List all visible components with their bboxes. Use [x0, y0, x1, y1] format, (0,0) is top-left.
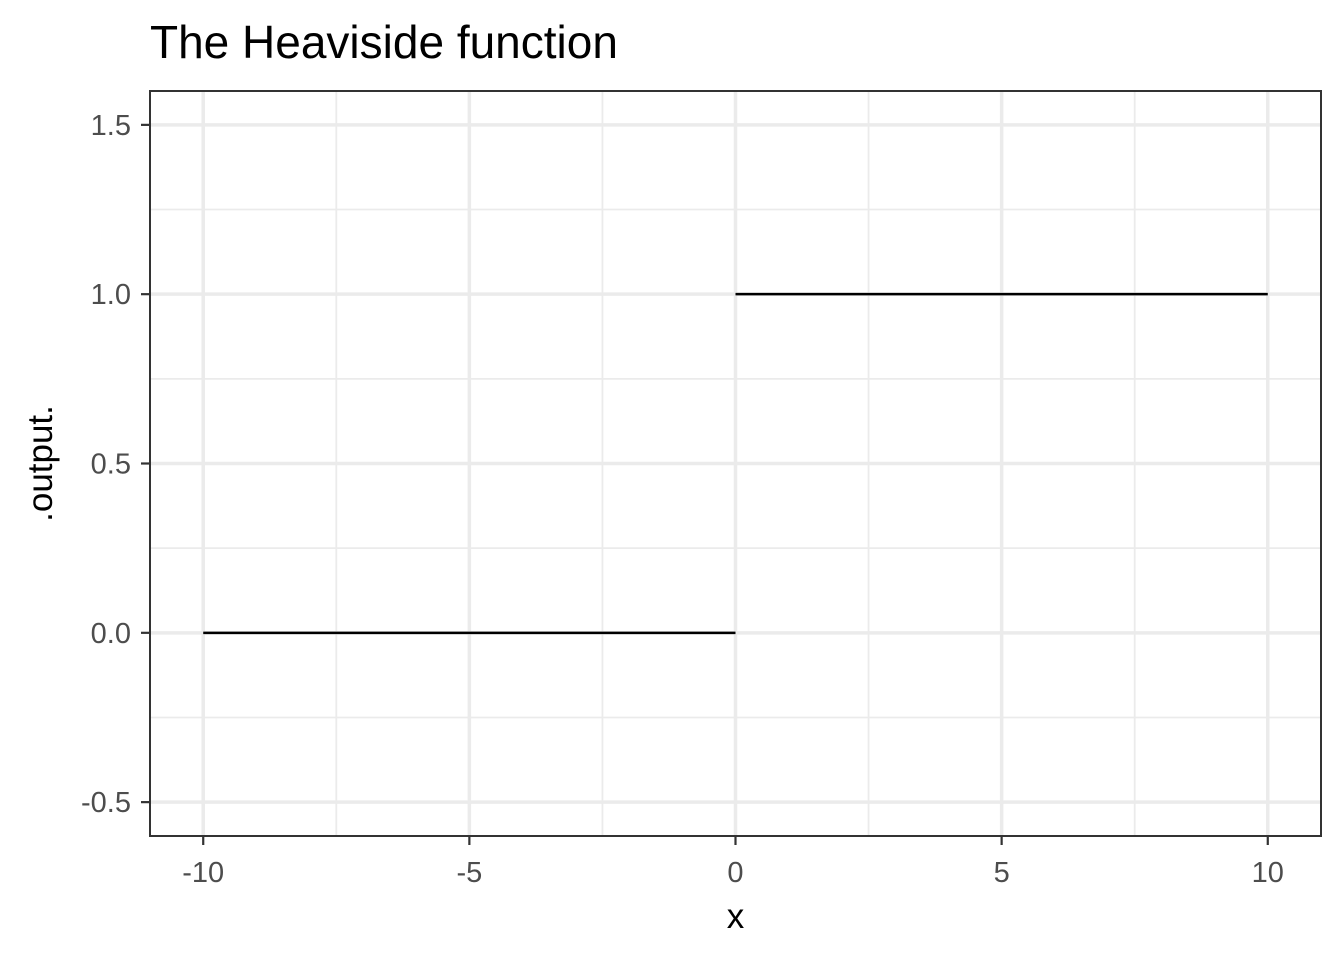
series-heaviside [203, 292, 1268, 635]
y-axis: -0.5 0.0 0.5 1.0 1.5 [81, 110, 150, 819]
x-tick-label: 10 [1252, 857, 1284, 889]
y-tick-label: -0.5 [81, 787, 131, 819]
y-tick-label: 0.5 [91, 449, 131, 481]
y-tick-label: 1.0 [91, 279, 131, 311]
x-axis-title: x [727, 897, 745, 936]
chart-title: The Heaviside function [150, 16, 618, 68]
x-axis: -10 -5 0 5 10 [182, 836, 1284, 889]
x-tick-label: -10 [182, 857, 224, 889]
x-tick-label: 5 [994, 857, 1010, 889]
y-tick-label: 1.5 [91, 110, 131, 142]
x-tick-label: -5 [456, 857, 482, 889]
y-axis-title: .output. [21, 405, 60, 522]
y-tick-label: 0.0 [91, 618, 131, 650]
x-tick-label: 0 [727, 857, 743, 889]
